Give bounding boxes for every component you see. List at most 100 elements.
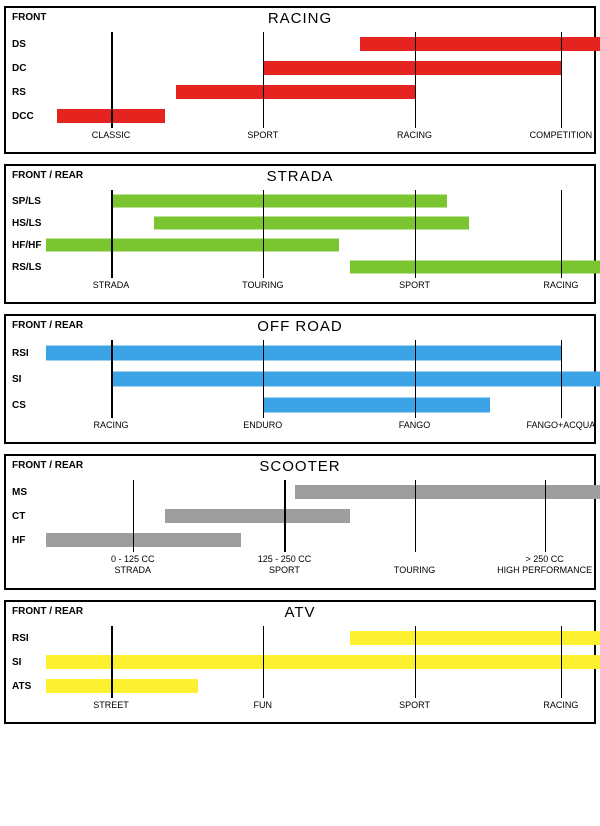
- row-label: RS/LS: [12, 262, 46, 273]
- row-label: SP/LS: [12, 196, 46, 207]
- chart-area: SP/LS HS/LS HF/HF RS/LS STRADA TOURING SPORT RA…: [12, 190, 588, 296]
- panel-title: RACING: [268, 10, 332, 27]
- track: [46, 104, 588, 128]
- range-bar: [46, 655, 600, 669]
- x-axis: STREET FUN SPORT RACING: [46, 700, 588, 716]
- x-axis: 0 - 125 CCSTRADA125 - 250 CCSPORTTOURING…: [46, 554, 588, 582]
- panel-header: FRONT / REARSCOOTER: [12, 460, 588, 478]
- row-label: HF/HF: [12, 240, 46, 251]
- chart-row: RSI: [12, 626, 588, 650]
- x-tick-label: STRADA: [93, 280, 130, 290]
- track: [46, 650, 588, 674]
- x-tick-label: STREET: [93, 700, 129, 710]
- range-bar: [295, 485, 600, 499]
- x-tick-label: SPORT: [399, 700, 430, 710]
- range-bar: [154, 217, 468, 230]
- chart-row: SI: [12, 366, 588, 392]
- x-tick-label: COMPETITION: [530, 130, 593, 140]
- track: [46, 480, 588, 504]
- x-axis: STRADA TOURING SPORT RACING: [46, 280, 588, 296]
- corner-label: FRONT / REAR: [12, 170, 83, 181]
- chart-row: HF/HF: [12, 234, 588, 256]
- range-bar: [111, 195, 447, 208]
- chart-row: RSI: [12, 340, 588, 366]
- chart-area: RSI SI ATS STREET FUN SPORT RACING: [12, 626, 588, 716]
- row-label: RSI: [12, 633, 46, 644]
- range-bar: [263, 398, 491, 413]
- x-tick-label-line2: STRADA: [114, 565, 151, 575]
- panel-header: FRONT / REAR ATV: [12, 606, 588, 624]
- range-bar: [111, 372, 600, 387]
- chart-row: HS/LS: [12, 212, 588, 234]
- row-label: ATS: [12, 681, 46, 692]
- row-label: DC: [12, 63, 46, 74]
- row-label: RS: [12, 87, 46, 98]
- panel-scooter: FRONT / REARSCOOTER MS CT HF0 - 125 CCSTRAD…: [4, 454, 596, 590]
- x-tick-label: RACING: [94, 420, 129, 430]
- x-tick-label: FANGO+ACQUA: [527, 420, 596, 430]
- x-tick-label: TOURING: [242, 280, 283, 290]
- track: [46, 80, 588, 104]
- range-bar: [263, 61, 561, 75]
- chart-area: MS CT HF0 - 125 CCSTRADA125 - 250 CCSPORTT…: [12, 480, 588, 582]
- chart-row: RS: [12, 80, 588, 104]
- x-axis: RACINGENDUROFANGOFANGO+ACQUA: [46, 420, 588, 436]
- track: [46, 212, 588, 234]
- panel-racing: FRONT RACING DS DC RS DCCCLASSICSPORTRACINGCO…: [4, 6, 596, 154]
- chart-area: RSISICSRACINGENDUROFANGOFANGO+ACQUA: [12, 340, 588, 436]
- x-tick-label-line2: SPORT: [269, 565, 300, 575]
- panel-atv: FRONT / REAR ATV RSI SI ATS STREET FUN SPORT RAC…: [4, 600, 596, 724]
- range-bar: [46, 679, 198, 693]
- corner-label: FRONT / REAR: [12, 606, 83, 617]
- chart-row: MS: [12, 480, 588, 504]
- x-axis: CLASSICSPORTRACINGCOMPETITION: [46, 130, 588, 146]
- chart-row: DS: [12, 32, 588, 56]
- panel-header: FRONT / REAR STRADA: [12, 170, 588, 188]
- x-tick-label: RACING: [543, 700, 578, 710]
- panel-header: FRONT / REAR OFF ROAD: [12, 320, 588, 338]
- range-bar: [360, 37, 600, 51]
- row-label: CS: [12, 400, 46, 411]
- panel-title: ATV: [284, 604, 315, 621]
- x-tick-label: ENDURO: [243, 420, 282, 430]
- track: [46, 626, 588, 650]
- track: [46, 504, 588, 528]
- track: [46, 674, 588, 698]
- x-tick-label: > 250 CC: [525, 554, 563, 564]
- track: [46, 528, 588, 552]
- range-bar: [176, 85, 414, 99]
- chart-row: RS/LS: [12, 256, 588, 278]
- corner-label: FRONT / REAR: [12, 320, 83, 331]
- track: [46, 190, 588, 212]
- x-tick-label: RACING: [543, 280, 578, 290]
- track: [46, 32, 588, 56]
- x-tick-label-line2: HIGH PERFORMANCE: [497, 565, 592, 575]
- range-bar: [46, 533, 241, 547]
- x-tick-label: SPORT: [399, 280, 430, 290]
- panel-title: STRADA: [267, 168, 334, 185]
- chart-row: SI: [12, 650, 588, 674]
- row-label: CT: [12, 511, 46, 522]
- panel-offroad: FRONT / REAR OFF ROAD RSI SI CS RACING ENDURO F…: [4, 314, 596, 444]
- track: [46, 392, 588, 418]
- row-label: SI: [12, 657, 46, 668]
- x-tick-label: RACING: [397, 130, 432, 140]
- chart-row: ATS: [12, 674, 588, 698]
- row-label: HS/LS: [12, 218, 46, 229]
- chart-row: SP/LS: [12, 190, 588, 212]
- track: [46, 56, 588, 80]
- row-label: MS: [12, 487, 46, 498]
- chart-row: CT: [12, 504, 588, 528]
- x-tick-label: FUN: [254, 700, 273, 710]
- row-label: DCC: [12, 111, 46, 122]
- chart-area: DS DC RS DCCCLASSICSPORTRACINGCOMPETITION: [12, 32, 588, 146]
- panel-header: FRONT RACING: [12, 12, 588, 30]
- row-label: RSI: [12, 348, 46, 359]
- x-tick-label: FANGO: [399, 420, 431, 430]
- chart-row: CS: [12, 392, 588, 418]
- row-label: SI: [12, 374, 46, 385]
- row-label: HF: [12, 535, 46, 546]
- track: [46, 256, 588, 278]
- corner-label: FRONT: [12, 12, 46, 23]
- panel-title: OFF ROAD: [257, 318, 343, 335]
